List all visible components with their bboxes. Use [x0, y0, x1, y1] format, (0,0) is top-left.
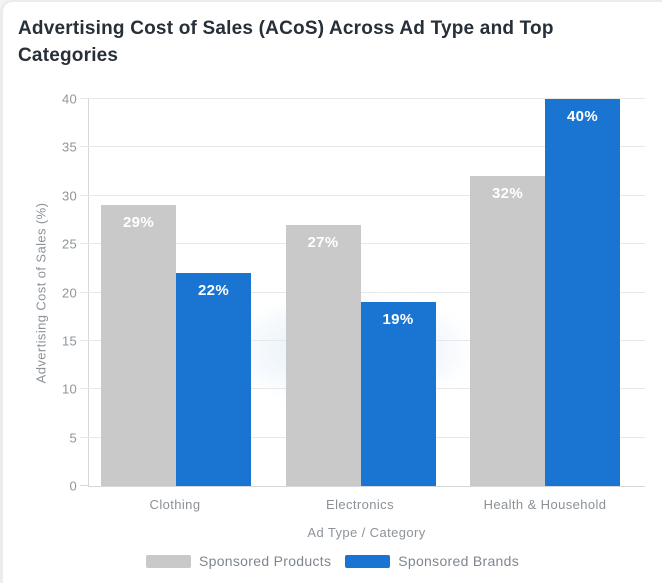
- y-tick-label: 40: [61, 91, 77, 107]
- legend-swatch: [145, 554, 191, 568]
- bar-value-label: 22%: [198, 282, 229, 300]
- bar[interactable]: 32%: [470, 176, 545, 486]
- x-axis-title: Ad Type / Category: [307, 525, 426, 540]
- y-tick-label: 20: [61, 285, 77, 300]
- y-tick-label: 10: [61, 381, 77, 397]
- y-tick-label: 15: [61, 333, 77, 349]
- grid-line: [80, 98, 645, 99]
- x-tick-label: Clothing: [149, 497, 201, 512]
- bar-value-label: 32%: [492, 185, 523, 203]
- bar-value-label: 29%: [123, 214, 154, 232]
- grid-line: [80, 291, 645, 293]
- y-tick-label: 35: [61, 139, 77, 155]
- bar[interactable]: 19%: [360, 302, 436, 486]
- y-tick-label: 25: [61, 236, 77, 252]
- y-tick-label: 0: [69, 478, 77, 494]
- bar-group-electronics: 27% 19%: [285, 99, 436, 486]
- y-tick-label: 5: [69, 430, 77, 446]
- bar[interactable]: 40%: [545, 99, 620, 486]
- bar-value-label: 19%: [382, 311, 414, 329]
- x-tick-label: Health & Household: [483, 497, 607, 512]
- legend-item[interactable]: Sponsored Brands: [345, 553, 519, 569]
- legend-item[interactable]: Sponsored Products: [145, 553, 332, 569]
- x-tick-label: Electronics: [326, 497, 394, 512]
- grid-line: [80, 243, 645, 245]
- axis-tick: [80, 485, 89, 486]
- bar[interactable]: 27%: [285, 224, 361, 486]
- x-axis-labels: Clothing Electronics Health & Household: [88, 497, 645, 512]
- y-tick-label: 30: [61, 188, 77, 204]
- bar[interactable]: 22%: [176, 273, 251, 486]
- bar-value-label: 27%: [307, 233, 339, 251]
- bar[interactable]: 29%: [101, 205, 176, 486]
- bar-value-label: 40%: [567, 108, 598, 125]
- legend-label: Sponsored Brands: [398, 553, 520, 569]
- grid-line: [80, 146, 645, 148]
- legend-swatch: [345, 554, 391, 568]
- grid-line: [80, 194, 645, 196]
- bar-group-health-household: 32% 40%: [470, 99, 620, 486]
- bar-group-clothing: 29% 22%: [101, 99, 251, 486]
- plot-area: 0 5 10 15 20 25 30 35 40 29% 22% 27% 19% 32% 40%: [62, 92, 645, 494]
- legend: Sponsored Products Sponsored Brands: [3, 553, 662, 569]
- legend-label: Sponsored Products: [198, 553, 332, 569]
- bar-groups: 29% 22% 27% 19% 32% 40%: [89, 99, 645, 486]
- chart-title: Advertising Cost of Sales (ACoS) Across …: [18, 18, 554, 66]
